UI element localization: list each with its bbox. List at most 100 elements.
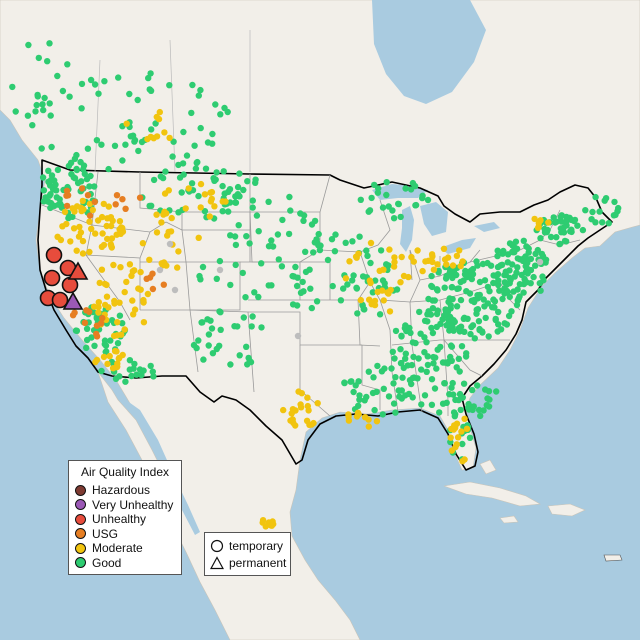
monitor-dot [400, 364, 407, 372]
monitor-dot [503, 321, 511, 328]
monitor-dot [532, 262, 539, 269]
monitor-dot [495, 321, 502, 328]
legend-item-temporary: temporary [210, 537, 285, 554]
monitor-dot [195, 337, 202, 344]
monitor-dot [313, 298, 321, 305]
monitor-dot [407, 186, 415, 193]
monitor-dot [520, 237, 527, 244]
monitor-dot [409, 339, 417, 346]
monitor-dot [232, 261, 239, 269]
monitor-dot [149, 285, 157, 293]
monitor-dot [221, 104, 228, 112]
monitor-dot [201, 191, 209, 198]
monitor-dot [70, 225, 78, 232]
monitor-dot [84, 145, 92, 152]
monitor-dot [390, 380, 397, 387]
monitor-dot [477, 412, 484, 420]
monitor-dot [315, 230, 322, 238]
monitor-dot [183, 152, 191, 159]
highlighted-monitor-marker [51, 291, 69, 309]
unhealthy-swatch [75, 513, 86, 525]
monitor-dot [457, 262, 464, 270]
monitor-dot [486, 396, 493, 403]
monitor-dot [388, 365, 395, 372]
monitor-dot [194, 158, 201, 166]
monitor-dot [386, 246, 393, 253]
monitor-dot [363, 393, 370, 401]
highlighted-monitor-marker [43, 269, 61, 287]
monitor-dot [429, 258, 436, 266]
monitor-dot [135, 147, 142, 155]
monitor-dot [374, 362, 381, 370]
monitor-dot [402, 392, 409, 399]
monitor-dot [460, 315, 467, 322]
monitor-dot [400, 272, 408, 280]
monitor-dot [410, 353, 417, 361]
monitor-dot [92, 358, 99, 366]
monitor-dot [126, 90, 133, 98]
monitor-dot [144, 290, 152, 298]
monitor-dot [182, 205, 189, 212]
monitor-dot [455, 355, 462, 362]
monitor-dot [103, 293, 111, 300]
monitor-dot [86, 218, 93, 225]
monitor-dot [412, 201, 420, 209]
highlighted-monitor-marker [67, 261, 89, 280]
monitor-dot [596, 208, 603, 215]
monitor-dot [448, 343, 456, 350]
monitor-dot [342, 275, 350, 282]
monitor-dot [86, 212, 94, 219]
monitor-dot [513, 269, 520, 276]
monitor-dot [436, 409, 443, 416]
monitor-dot [193, 344, 200, 352]
monitor-dot [428, 251, 436, 258]
monitor-dot [398, 359, 405, 367]
monitor-dot [199, 263, 207, 271]
monitor-dot [185, 185, 192, 192]
monitor-dot [349, 277, 356, 284]
monitor-dot [547, 233, 555, 241]
monitor-dot [494, 252, 501, 260]
monitor-dot [373, 418, 381, 425]
monitor-dot [149, 270, 156, 277]
monitor-dot [205, 331, 213, 338]
monitor-dot [140, 319, 148, 326]
monitor-dot [155, 115, 163, 123]
monitor-dot [430, 353, 437, 361]
monitor-dot [461, 271, 469, 278]
monitor-dot [226, 186, 234, 193]
monitor-dot [156, 266, 164, 274]
monitor-dot [133, 371, 140, 378]
monitor-dot [197, 204, 204, 211]
monitor-dot [568, 228, 575, 236]
monitor-dot [166, 82, 173, 89]
monitor-dot [392, 409, 399, 416]
monitor-dot [287, 207, 294, 214]
monitor-dot [102, 342, 110, 349]
monitor-dot [175, 248, 182, 255]
monitor-dot [48, 143, 55, 151]
monitor-dot [516, 293, 523, 300]
monitor-dot [314, 400, 321, 407]
monitor-dot [303, 417, 311, 424]
monitor-dot [499, 250, 506, 257]
monitor-dot [429, 329, 437, 337]
monitor-dot [451, 413, 458, 420]
monitor-dot [126, 261, 134, 268]
monitor-dot [378, 368, 386, 375]
monitor-dot [119, 320, 126, 327]
monitor-dot [216, 257, 224, 265]
legend-item-very-unhealthy: Very Unhealthy [75, 498, 175, 513]
monitor-dot [240, 314, 247, 321]
monitor-dot [83, 344, 90, 351]
monitor-dot [25, 41, 32, 49]
usg-swatch [75, 528, 86, 540]
monitor-dot [59, 87, 67, 95]
monitor-dot [469, 386, 476, 394]
monitor-dot [148, 202, 155, 209]
monitor-dot [431, 385, 439, 392]
monitor-dot [219, 182, 226, 190]
monitor-dot [459, 458, 466, 465]
monitor-dot [128, 372, 135, 380]
monitor-dot [380, 385, 387, 392]
